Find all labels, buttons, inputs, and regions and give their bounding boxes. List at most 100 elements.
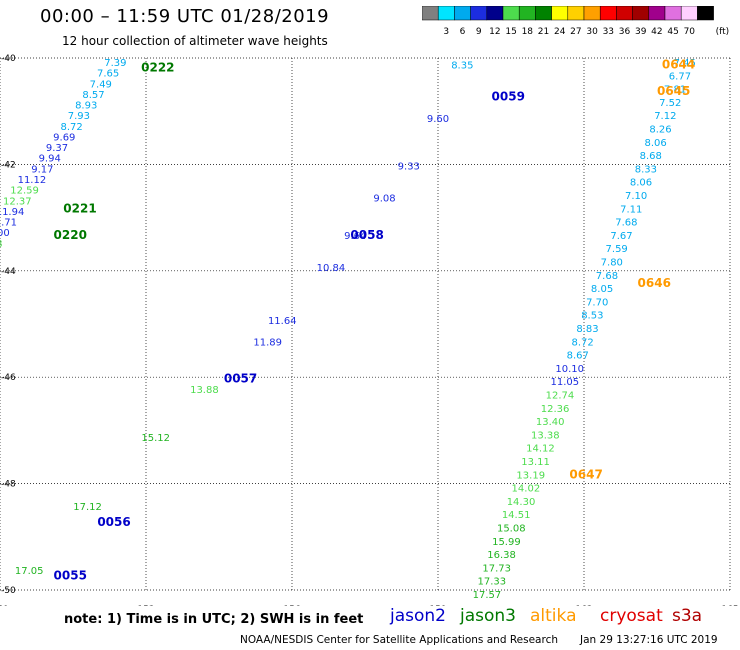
- altimeter-plot: 150 153 156 159 162 165 -40 -42 -44 -46 -48 -50 7.45…: [0, 54, 739, 606]
- y-tick-label: -44: [1, 267, 16, 277]
- swh-point-diagonal-track: 15.12: [141, 433, 170, 444]
- y-tick-label: -40: [1, 54, 16, 64]
- swh-point-altika-track: 15.08: [497, 523, 526, 534]
- x-tick-label: 165: [721, 605, 738, 606]
- footer-note: note: 1) Time is in UTC; 2) SWH is in fe…: [64, 612, 364, 627]
- swh-point-altika-track: 7.45: [674, 58, 696, 69]
- swh-point-jason3-track: 7.65: [97, 69, 119, 80]
- legend-tick-label: 15: [505, 27, 516, 37]
- swh-point-diagonal-track: 17.12: [73, 502, 102, 513]
- legend-tick-label: 21: [538, 27, 549, 37]
- swh-point-altika-track: 8.05: [591, 284, 613, 295]
- chart-subtitle: 12 hour collection of altimeter wave hei…: [62, 34, 328, 48]
- swh-point-jason3-track: 12.59: [10, 186, 39, 197]
- time-label: 0057: [224, 372, 257, 386]
- swh-point-altika-track: 13.40: [536, 417, 565, 428]
- swh-point-altika-track: 8.53: [581, 311, 603, 322]
- swh-point-diagonal-track: 9.08: [373, 194, 395, 205]
- swh-point-jason3-track: 7.49: [90, 79, 112, 90]
- swh-point-jason3-track: 10.00: [0, 228, 10, 239]
- swh-point-altika-track: 13.11: [521, 457, 550, 468]
- time-label: 0220: [54, 228, 87, 242]
- swh-point-altika-track: 7.80: [601, 257, 623, 268]
- y-tick-label: -48: [1, 480, 16, 490]
- swh-point-jason3-track: 9.94: [39, 154, 61, 165]
- swh-point-jason3-track: 11.94: [0, 207, 24, 218]
- legend-sat-s3a: s3a: [672, 606, 703, 626]
- time-label: 0058: [350, 228, 383, 242]
- legend-tick-label: 45: [667, 27, 678, 37]
- legend-tick-label: 30: [586, 27, 598, 37]
- generated-timestamp: Jan 29 13:27:16 UTC 2019: [580, 634, 718, 646]
- swh-point-diagonal-track: 11.89: [253, 337, 282, 348]
- legend-tick-label: 27: [570, 27, 581, 37]
- swh-point-jason3-track: 9.69: [53, 132, 75, 143]
- swh-point-diagonal-track: 17.05: [15, 566, 44, 577]
- time-label: 0056: [97, 515, 130, 529]
- swh-point-altika-track: 7.59: [606, 244, 628, 255]
- legend-tick-label: 9: [476, 27, 482, 37]
- time-label: 0222: [141, 60, 174, 74]
- y-tick-label: -46: [1, 373, 16, 383]
- legend-tick-label: 42: [651, 27, 662, 37]
- time-label: 0221: [63, 201, 96, 215]
- legend-tick-label: 33: [603, 27, 614, 37]
- swh-point-diagonal-track: 10.84: [317, 263, 346, 274]
- legend-tick-label: 6: [460, 27, 466, 37]
- time-label: 0647: [569, 467, 602, 481]
- swh-point-altika-track: 13.38: [531, 430, 560, 441]
- legend-unit-label: (ft): [716, 27, 730, 37]
- legend-tick-label: 39: [635, 27, 647, 37]
- swh-point-altika-track: 8.06: [644, 138, 666, 149]
- swh-point-altika-track: 7.68: [596, 271, 618, 282]
- y-tick-label: -50: [1, 586, 16, 596]
- swh-point-altika-track: 8.83: [576, 324, 598, 335]
- swh-point-jason3-track: 11.12: [18, 175, 47, 186]
- swh-point-altika-track: 6.77: [669, 71, 691, 82]
- legend-tick-label: 24: [554, 27, 566, 37]
- swh-point-altika-track: 7.11: [620, 204, 642, 215]
- swh-point-jason3-track: 9.37: [46, 143, 68, 154]
- legend-tick-label: 12: [489, 27, 500, 37]
- x-tick-label: 153: [137, 605, 154, 606]
- credit-text: NOAA/NESDIS Center for Satellite Applica…: [240, 634, 558, 646]
- swh-point-jason3-track: 12.37: [3, 196, 32, 207]
- swh-point-diagonal-track: 8.35: [451, 61, 473, 72]
- legend-sat-jason3: jason3: [460, 606, 516, 626]
- swh-point-altika-track: 14.51: [502, 510, 531, 521]
- color-scale-legend: 3 6 9 12 15 18 21 24 27 30 33 36 39 42 45 70 (ft): [422, 6, 730, 37]
- swh-point-altika-track: 12.74: [546, 390, 575, 401]
- swh-point-altika-track: 7.52: [659, 98, 681, 109]
- x-tick-label: 150: [0, 605, 9, 606]
- swh-point-altika-track: 10.10: [555, 364, 584, 375]
- swh-point-altika-track: 8.72: [571, 337, 593, 348]
- swh-point-altika-track: 7.12: [654, 111, 676, 122]
- swh-point-jason3-track: 11.71: [0, 218, 17, 229]
- x-tick-label: 156: [283, 605, 300, 606]
- swh-point-altika-track: 7.10: [625, 191, 647, 202]
- legend-color-swatch: [697, 6, 714, 21]
- swh-point-altika-track: 8.33: [635, 164, 657, 175]
- swh-point-diagonal-track: 9.33: [398, 162, 420, 173]
- swh-point-diagonal-track: 11.64: [268, 316, 297, 327]
- swh-point-altika-track: 14.02: [512, 484, 541, 495]
- swh-point-diagonal-track: 9.60: [427, 114, 449, 125]
- swh-point-altika-track: 8.68: [640, 151, 662, 162]
- swh-point-altika-track: 7.70: [586, 297, 608, 308]
- time-label: 0644: [662, 58, 695, 72]
- time-label: 0645: [657, 84, 690, 98]
- swh-point-altika-track: 17.33: [477, 577, 506, 588]
- swh-point-altika-track: 17.73: [482, 563, 511, 574]
- swh-point-altika-track: 8.26: [649, 124, 671, 135]
- swh-point-altika-track: 16.38: [487, 550, 516, 561]
- swh-point-altika-track: 14.30: [507, 497, 536, 508]
- swh-point-altika-track: 7.81: [664, 85, 686, 96]
- swh-point-altika-track: 8.06: [630, 178, 652, 189]
- legend-sat-jason2: jason2: [390, 606, 446, 626]
- swh-point-jason3-track: 12.38: [0, 239, 2, 250]
- legend-sat-cryosat: cryosat: [600, 606, 663, 626]
- swh-point-altika-track: 12.36: [541, 404, 570, 415]
- x-tick-label: 162: [575, 605, 592, 606]
- swh-point-jason3-track: 8.93: [75, 101, 97, 112]
- swh-point-jason3-track: 8.72: [60, 122, 82, 133]
